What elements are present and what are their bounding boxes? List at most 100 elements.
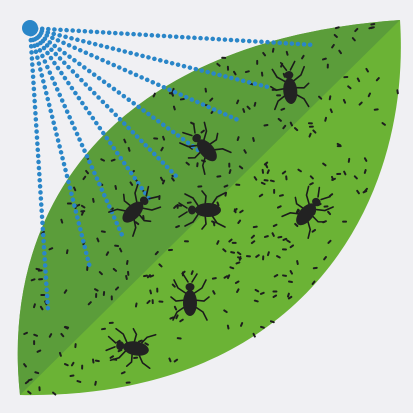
leaf-dot	[252, 332, 256, 338]
leaf-dot	[276, 94, 282, 97]
leaf-dots	[23, 23, 399, 396]
leaf-dot	[80, 210, 85, 216]
leaf-dot	[256, 59, 259, 65]
leaf-dot	[58, 351, 62, 357]
leaf-dot	[334, 26, 340, 30]
leaf-dot	[32, 303, 36, 309]
leaf-dot	[179, 318, 184, 323]
leaf-dot	[327, 210, 332, 216]
light-ray	[27, 25, 153, 203]
leaf-dot	[63, 289, 68, 294]
leaf-dot	[326, 63, 329, 69]
leaf-dot	[127, 146, 131, 152]
leaf-dot	[156, 287, 159, 293]
leaf-dot	[76, 380, 82, 383]
leaf-dot	[171, 87, 175, 93]
leaf-dot	[351, 37, 356, 42]
leaf-dot	[254, 288, 260, 293]
leaf-dot	[63, 363, 69, 367]
leaf-dot	[23, 331, 28, 336]
light-ray	[27, 25, 51, 313]
leaf-dot	[323, 256, 327, 261]
leaf-dot	[312, 266, 318, 270]
leaf-dot	[253, 101, 257, 107]
leaf-dot	[66, 202, 72, 205]
leaf-dot	[333, 33, 338, 38]
leaf-dot	[271, 232, 275, 237]
leaf-dot	[173, 358, 179, 363]
leaf-dot	[38, 278, 44, 281]
leaf-dot	[216, 240, 220, 245]
leaf-dot	[30, 278, 36, 282]
leaf-dot	[48, 333, 53, 338]
leaf-dot	[40, 294, 46, 297]
leaf-dot	[233, 207, 238, 213]
leaf-dot	[216, 201, 220, 207]
leaf-dot	[263, 179, 269, 182]
leaf-dot	[146, 274, 152, 279]
leaf-dot	[343, 75, 349, 79]
leaf-dot	[242, 108, 246, 113]
leaf-dot	[221, 56, 227, 59]
leaf-dot	[100, 230, 106, 233]
leaf-dot	[222, 248, 227, 253]
leaf-dot	[86, 265, 89, 271]
leaf-dot	[289, 270, 294, 275]
leaf-dot	[226, 324, 230, 330]
leaf-dot	[327, 239, 332, 244]
leaf-dot	[125, 275, 128, 280]
leaf-dot	[266, 169, 270, 175]
leaf-dot	[94, 359, 100, 363]
leaf-dot	[98, 271, 103, 276]
leaf-dot	[364, 187, 368, 193]
leaf-dot	[260, 325, 265, 329]
leaf-dot	[353, 175, 358, 180]
leaf-dot	[293, 127, 299, 132]
leaf-dot	[34, 371, 40, 375]
leaf-dot	[236, 136, 240, 142]
leaf-dot	[263, 124, 269, 127]
leaf-dot	[347, 85, 352, 90]
leaf-dot	[273, 188, 276, 194]
leaf-dot	[281, 248, 287, 251]
leaf-dot	[94, 380, 97, 386]
leaf-dot	[172, 105, 176, 111]
leaf-dot	[253, 299, 259, 303]
leaf-dot	[279, 194, 284, 197]
leaf-dot	[324, 116, 328, 122]
leaf-dot	[186, 201, 192, 204]
leaf-dot	[269, 179, 275, 183]
leaf-dot	[80, 204, 86, 209]
leaf-dot	[196, 162, 199, 168]
leaf-dot	[229, 266, 235, 270]
leaf-dot	[286, 292, 290, 298]
leaf-dot	[262, 255, 265, 261]
leaf-dot	[60, 218, 64, 224]
leaf-dot	[92, 197, 95, 203]
leaf-dot	[236, 288, 240, 293]
leaf-dot	[363, 157, 368, 162]
leaf-dot	[209, 97, 214, 102]
light-ray	[27, 25, 181, 181]
leaf-dot	[234, 280, 240, 285]
leaf-dot	[211, 220, 216, 224]
leaf-dot	[114, 286, 120, 291]
leaf-dot	[100, 158, 106, 162]
leaf-dot	[200, 129, 205, 134]
leaf-dot	[162, 135, 166, 141]
leaf-dot	[108, 321, 114, 324]
leaf-dot	[228, 238, 233, 243]
leaf-dot	[74, 343, 77, 349]
leaf-dot	[94, 288, 99, 292]
leaf-dot	[367, 92, 372, 98]
leaf-dot	[253, 176, 258, 181]
leaf-dot	[263, 161, 269, 166]
leaf-dot	[154, 250, 159, 256]
leaf-dot	[282, 237, 288, 241]
leaf-dot	[176, 337, 182, 340]
leaf-dot	[269, 320, 275, 324]
leaf-dot	[35, 267, 41, 271]
leaf-dot	[363, 169, 367, 174]
leaf-dot	[52, 391, 57, 396]
